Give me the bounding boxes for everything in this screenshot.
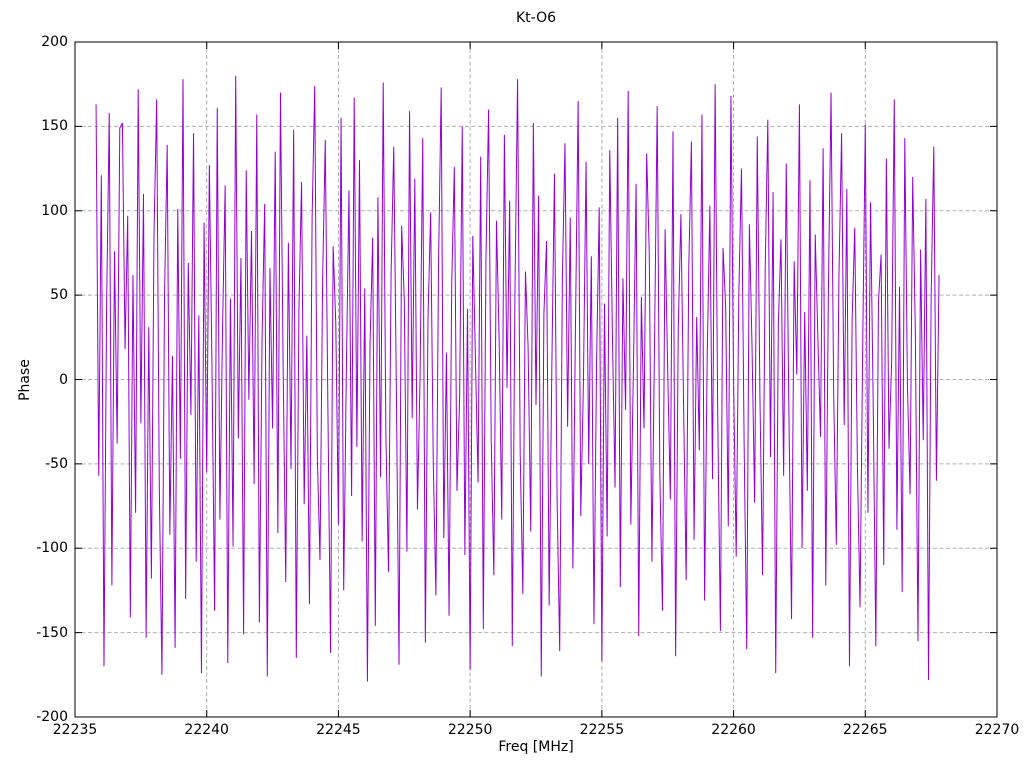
y-tick-label: -150 — [36, 624, 68, 641]
y-tick-label: 200 — [41, 34, 68, 50]
y-tick-label: -50 — [45, 455, 68, 472]
x-tick-label: 22270 — [974, 722, 1020, 738]
y-tick-label: 50 — [50, 287, 68, 304]
y-tick-label: 100 — [41, 202, 68, 219]
x-tick-label: 22235 — [52, 722, 98, 738]
x-axis-label: Freq [MHz] — [498, 739, 574, 755]
x-tick-label: 22245 — [316, 722, 361, 738]
y-tick-label: -100 — [36, 540, 68, 557]
x-tick-label: 22250 — [447, 722, 493, 738]
x-tick-label: 22260 — [711, 722, 756, 738]
plot-border — [74, 41, 998, 718]
x-tick-label: 22240 — [184, 722, 229, 738]
y-tick-label: -200 — [36, 709, 68, 725]
chart-title: Kt-O6 — [515, 10, 557, 26]
y-tick-label: 150 — [41, 118, 68, 135]
y-tick-label: 0 — [59, 371, 68, 388]
x-tick-label: 22265 — [843, 722, 888, 738]
x-tick-label: 22255 — [579, 722, 625, 738]
phase-line-series — [95, 75, 940, 682]
